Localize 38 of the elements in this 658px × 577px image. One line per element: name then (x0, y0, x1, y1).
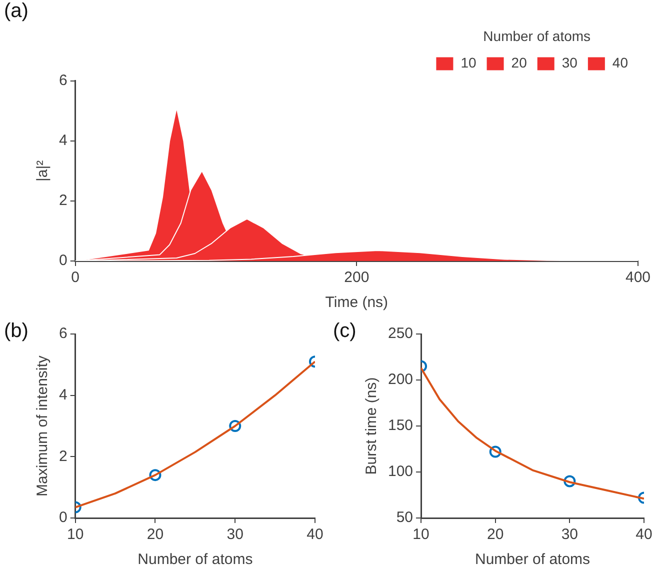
x-tick-label: 30 (561, 526, 578, 544)
y-tick-label: 150 (388, 417, 414, 434)
y-tick-label: 2 (59, 448, 68, 465)
legend-label: 30 (562, 54, 578, 71)
y-tick-label: 4 (59, 386, 68, 404)
x-tick-label: 10 (67, 526, 84, 544)
legend-label: 40 (612, 54, 628, 71)
x-axis-title: Number of atoms (474, 551, 590, 568)
x-tick-label: 30 (226, 526, 244, 544)
y-tick-label: 6 (59, 72, 68, 89)
y-tick-label: 4 (59, 132, 68, 150)
y-tick-label: 250 (388, 325, 414, 342)
x-tick-label: 0 (71, 269, 80, 286)
y-tick-label: 0 (59, 252, 68, 270)
chart-title: (b) (4, 320, 28, 343)
x-tick-label: 200 (344, 269, 370, 286)
x-tick-label: 20 (487, 526, 504, 544)
y-axis-title: Maximum of intensity (34, 355, 52, 496)
legend-label: 20 (511, 54, 528, 71)
x-tick-label: 400 (625, 269, 651, 286)
y-tick-label: 100 (388, 463, 414, 480)
x-tick-label: 20 (146, 526, 164, 544)
legend-label: 10 (460, 54, 476, 71)
x-axis-title: Time (ns) (325, 294, 388, 312)
y-tick-label: 200 (388, 371, 414, 388)
y-tick-label: 0 (59, 509, 68, 526)
y-axis-title: |a|² (34, 160, 52, 182)
chart-title: (c) (333, 320, 356, 343)
x-tick-label: 40 (636, 526, 652, 544)
x-axis-title: Number of atoms (138, 551, 253, 568)
x-tick-label: 40 (306, 526, 324, 544)
chart-title: (a) (4, 0, 28, 23)
y-tick-label: 2 (59, 192, 68, 210)
y-axis-title: Burst time (ns) (363, 377, 380, 475)
legend-title: Number of atoms (483, 28, 591, 44)
x-tick-label: 10 (412, 526, 430, 544)
y-tick-label: 6 (59, 325, 68, 342)
y-tick-label: 50 (396, 509, 414, 526)
